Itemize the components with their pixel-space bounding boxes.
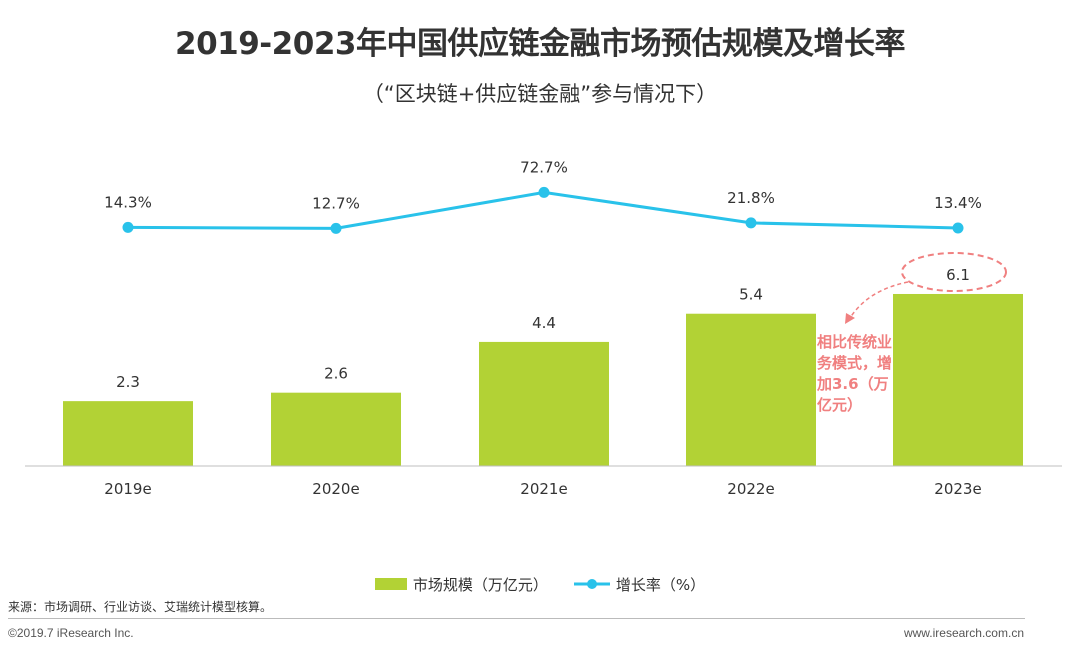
- growth-point-2019e: [122, 221, 134, 233]
- line-layer: 14.3% 12.7% 72.7% 21.8% 13.4%: [104, 158, 982, 234]
- bar-value-label-2023e: 6.1: [946, 266, 970, 284]
- annotation-arrowhead: [845, 313, 855, 324]
- bar-value-label-2021e: 4.4: [532, 314, 556, 332]
- legend-line-label: 增长率（%）: [615, 575, 706, 594]
- bar-value-label-2019e: 2.3: [116, 373, 140, 391]
- x-tick-label-2022e: 2022e: [727, 480, 774, 498]
- x-tick-label-2023e: 2023e: [934, 480, 981, 498]
- legend: 市场规模（万亿元） 增长率（%）: [0, 572, 1080, 596]
- bar-value-label-2022e: 5.4: [739, 286, 763, 304]
- annotation-highlight-ellipse: [901, 252, 1007, 292]
- footer-divider: [8, 618, 1025, 619]
- growth-point-2021e: [538, 186, 550, 198]
- annotation-arrow: [849, 281, 909, 319]
- chart-area: 2.3 2.6 4.4 5.4 6.1 14.3% 12.7% 72.7% 21.8% 13.4…: [25, 158, 1062, 498]
- chart-subtitle: （“区块链+供应链金融”参与情况下）: [362, 82, 718, 106]
- growth-label-2021e: 72.7%: [520, 158, 568, 176]
- growth-label-2020e: 12.7%: [312, 194, 360, 212]
- bar-2019e: [63, 401, 193, 466]
- x-tick-label-2019e: 2019e: [104, 480, 151, 498]
- bars-layer: 2.3 2.6 4.4 5.4 6.1: [63, 266, 1023, 466]
- growth-label-2019e: 14.3%: [104, 193, 152, 211]
- chart-title: 2019-2023年中国供应链金融市场预估规模及增长率: [175, 26, 905, 62]
- bar-2023e: [893, 293, 1023, 466]
- annotation-text-line-4: 亿元）: [817, 396, 862, 414]
- growth-point-2023e: [952, 222, 964, 234]
- website-link: www.iresearch.com.cn: [903, 626, 1024, 640]
- x-tick-label-2020e: 2020e: [312, 480, 359, 498]
- axis-layer: 2019e 2020e 2021e 2022e 2023e: [25, 465, 1062, 498]
- bar-2020e: [271, 392, 401, 466]
- legend-bar-label: 市场规模（万亿元）: [412, 575, 548, 594]
- growth-point-2020e: [330, 222, 342, 234]
- x-tick-label-2021e: 2021e: [520, 480, 567, 498]
- legend-item-bar: 市场规模（万亿元）: [374, 574, 548, 595]
- legend-bar-swatch: [374, 578, 407, 590]
- legend-line-swatch: [573, 579, 610, 589]
- bar-2022e: [686, 313, 816, 466]
- annotation-text-line-3: 加3.6（万: [816, 375, 889, 393]
- copyright: ©2019.7 iResearch Inc.: [8, 626, 134, 640]
- source-note: 来源：市场调研、行业访谈、艾瑞统计模型核算。: [8, 600, 273, 614]
- annotation-text-line-1: 相比传统业: [817, 333, 892, 351]
- bar-value-label-2020e: 2.6: [324, 365, 348, 383]
- legend-item-line: 增长率（%）: [573, 574, 706, 595]
- bar-2021e: [479, 341, 609, 466]
- growth-label-2023e: 13.4%: [934, 194, 982, 212]
- growth-point-2022e: [745, 217, 757, 229]
- growth-label-2022e: 21.8%: [727, 189, 775, 207]
- annotation-text-line-2: 务模式，增: [817, 354, 892, 372]
